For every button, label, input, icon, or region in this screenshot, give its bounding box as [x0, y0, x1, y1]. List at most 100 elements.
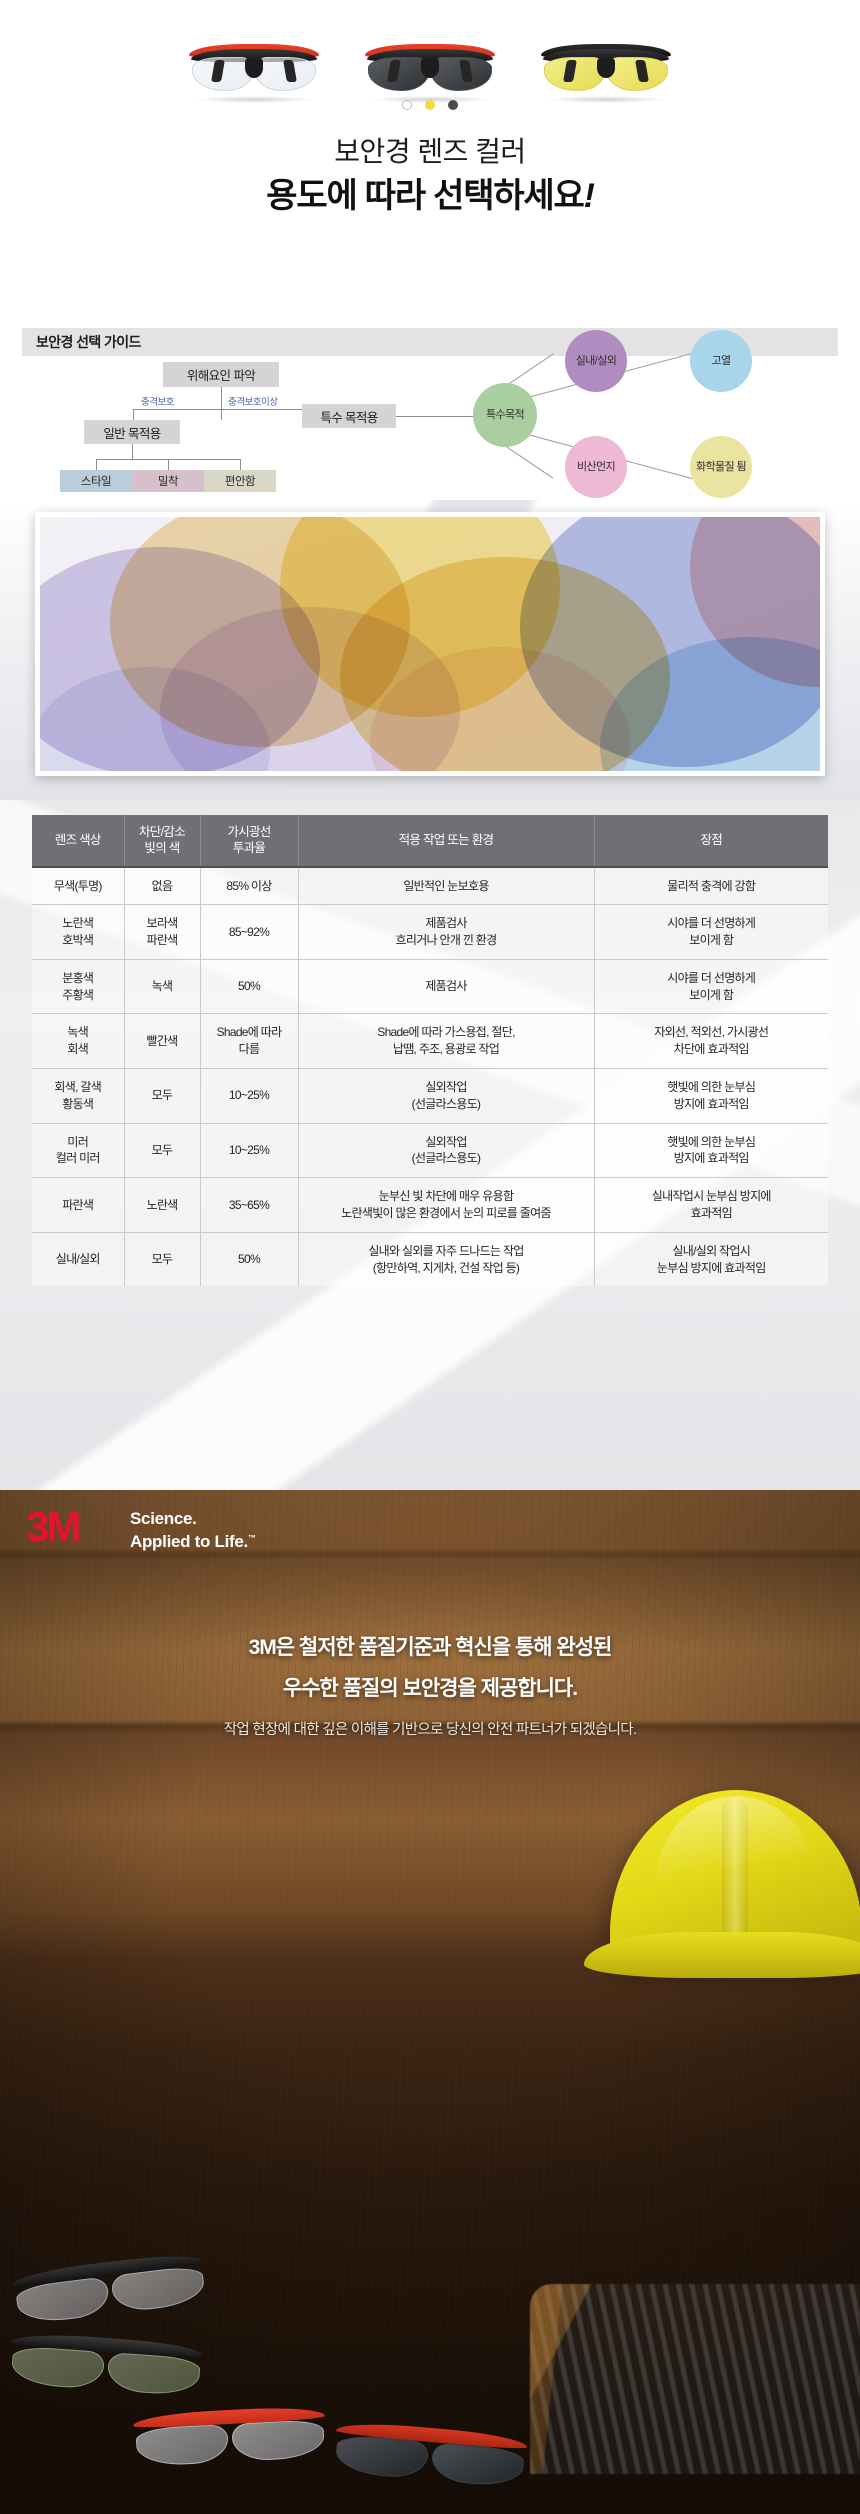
cell-line: 주황색 — [62, 987, 94, 1002]
cell-line: 85~92% — [228, 924, 270, 939]
cell-line: 실내/실외 — [55, 1252, 101, 1267]
flow-leaf-style[interactable]: 스타일 — [60, 470, 132, 492]
cell-line: 노란색빛이 많은 환경에서 눈의 피로를 줄여줌 — [341, 1206, 551, 1221]
cell-benefit: 실내/실외 작업시 눈부심 방지에 효과적임 — [594, 1232, 828, 1287]
selection-guide-section: 보안경 선택 가이드 충격보호 충격보호이상 위해요인 파악 일반 목적용 특수… — [0, 300, 860, 500]
cell-blocked-light: 빨간색 — [124, 1013, 201, 1070]
hero-subtitle: 용도에 따라 선택하세요! — [0, 168, 860, 217]
col-header-line1: 렌즈 색상 — [54, 833, 102, 848]
cell-application: 실외작업 (선글라스용도) — [298, 1068, 595, 1124]
cell-benefit: 햇빛에 의한 눈부심 방지에 효과적임 — [594, 1123, 828, 1179]
tagline-line-1: Science. — [130, 1509, 197, 1528]
cell-line: 보이게 함 — [689, 987, 734, 1002]
flow-edge-special-to-hub — [396, 416, 478, 417]
cell-line: 실외작업 — [425, 1134, 467, 1149]
cell-line: 85% 이상 — [226, 878, 272, 893]
lens-right — [231, 2419, 326, 2462]
cell-line: 10~25% — [228, 1088, 270, 1103]
flow-edge-general-down — [132, 444, 133, 459]
nose-bridge — [421, 58, 439, 78]
hard-hat-brim — [584, 1932, 860, 1978]
bubble-high-heat[interactable]: 고열 — [690, 330, 752, 392]
cell-line: 없음 — [151, 878, 173, 893]
flow-node-general[interactable]: 일반 목적용 — [84, 420, 180, 444]
cell-line: 무색(투명) — [53, 878, 103, 893]
cell-line: 보이게 함 — [689, 933, 734, 948]
table-row: 실내/실외 모두 50% 실내와 실외를 자주 드나드는 작업 (항만하역, 지게차, … — [32, 1232, 828, 1287]
swatch-dot-clear[interactable] — [402, 100, 412, 110]
bubble-indoor-outdoor[interactable]: 실내/실외 — [565, 330, 627, 392]
cell-line: 실외작업 — [425, 1080, 467, 1095]
cell-benefit: 물리적 충격에 강함 — [594, 866, 828, 906]
table-body: 무색(투명) 없음 85% 이상 일반적인 눈보호용 물리적 충격에 강함 노란색 호박색 보… — [32, 866, 828, 1287]
cell-blocked-light: 녹색 — [124, 959, 201, 1015]
cell-line: 보라색 — [146, 916, 178, 931]
cell-benefit: 실내작업시 눈부심 방지에 효과적임 — [594, 1177, 828, 1233]
cell-lens-color: 파란색 — [32, 1177, 125, 1233]
cell-line: 노란색 — [62, 916, 94, 931]
cell-transmittance: 10~25% — [200, 1123, 299, 1179]
cell-line: 녹색 — [151, 979, 173, 994]
cell-line: 실내/실외 작업시 — [672, 1243, 751, 1258]
cell-transmittance: Shade에 따라 다름 — [200, 1013, 299, 1070]
lens-left — [334, 2433, 430, 2480]
bubble-chemical-splash[interactable]: 화학물질 튐 — [690, 436, 752, 498]
table-row: 분홍색 주황색 녹색 50% 제품검사 시야를 더 선명하게 보이게 함 — [32, 959, 828, 1015]
cell-line: 시야를 더 선명하게 — [667, 916, 756, 931]
cell-blocked-light: 모두 — [124, 1232, 201, 1287]
cell-lens-color: 분홍색 주황색 — [32, 959, 125, 1015]
cell-blocked-light: 없음 — [124, 866, 201, 906]
cell-line: (선글라스용도) — [411, 1096, 481, 1111]
flow-leaf-comfort[interactable]: 편안함 — [204, 470, 276, 492]
3m-tagline: Science. Applied to Life.™ — [130, 1508, 256, 1554]
table-row: 녹색 회색 빨간색 Shade에 따라 다름 Shade에 따라 가스용접, 절단, 납땜,… — [32, 1013, 828, 1070]
flow-edge-split — [133, 409, 322, 410]
cell-benefit: 시야를 더 선명하게 보이게 함 — [594, 959, 828, 1015]
cell-line: 일반적인 눈보호용 — [403, 878, 489, 893]
lens-left — [10, 2345, 105, 2390]
flow-node-hazard[interactable]: 위해요인 파악 — [163, 362, 279, 387]
cell-blocked-light: 노란색 — [124, 1177, 201, 1233]
lens-right — [106, 2352, 201, 2397]
bubble-special-purpose-hub[interactable]: 특수목적 — [473, 383, 537, 447]
cell-line: 실내작업시 눈부심 방지에 — [651, 1189, 772, 1204]
lens-photo-section — [0, 500, 860, 800]
tagline-line-2: Applied to Life.™ — [130, 1531, 256, 1554]
cell-line: 눈부신 빛 차단에 매우 유용함 — [378, 1189, 514, 1204]
flow-node-special[interactable]: 특수 목적용 — [302, 404, 396, 428]
cell-line: 미러 — [67, 1134, 89, 1149]
cell-line: 햇빛에 의한 눈부심 — [667, 1080, 756, 1095]
cell-application: 실외작업 (선글라스용도) — [298, 1123, 595, 1179]
cell-benefit: 자외선, 적외선, 가시광선 차단에 효과적임 — [594, 1013, 828, 1070]
cell-line: 50% — [238, 1252, 261, 1267]
swatch-dot-dark[interactable] — [448, 100, 458, 110]
swatch-dot-yellow[interactable] — [425, 100, 435, 110]
cell-line: 흐리거나 안개 낀 환경 — [395, 933, 498, 948]
colored-lenses-photo — [35, 512, 825, 776]
col-header-application: 적용 작업 또는 환경 — [298, 815, 595, 868]
hero-section: 보안경 렌즈 컬러 용도에 따라 선택하세요! — [0, 0, 860, 300]
col-header-line1: 장점 — [700, 833, 723, 848]
footer-message-line-2: 우수한 품질의 보안경을 제공합니다. — [282, 1677, 578, 1700]
lens-left — [135, 2424, 230, 2467]
cell-transmittance: 35~65% — [200, 1177, 299, 1233]
nose-bridge — [597, 58, 615, 78]
cell-application: 실내와 실외를 자주 드나드는 작업 (항만하역, 지게차, 건설 작업 등) — [298, 1232, 595, 1287]
cell-line: 노란색 — [146, 1197, 178, 1212]
cell-line: 회색 — [67, 1042, 89, 1057]
table-row: 노란색 호박색 보라색 파란색 85~92% 제품검사 흐리거나 안개 낀 환경 시야를 더 … — [32, 904, 828, 960]
cell-transmittance: 85% 이상 — [200, 866, 299, 906]
lens-color-table-section: 렌즈 색상 차단/감소 빛의 색 가시광선 투과율 적용 작업 또는 환경 장점 — [0, 800, 860, 1490]
cell-application: 제품검사 — [298, 959, 595, 1015]
flow-leaf-fit[interactable]: 밀착 — [132, 470, 204, 492]
bubble-dust[interactable]: 비산먼지 — [565, 436, 627, 498]
cell-line: 50% — [238, 979, 261, 994]
cell-line: 컬러 미러 — [55, 1151, 101, 1166]
cell-application: 일반적인 눈보호용 — [298, 866, 595, 906]
col-header-line1: 차단/감소 — [139, 825, 186, 839]
cell-line: 녹색 — [67, 1025, 89, 1040]
cell-line: 햇빛에 의한 눈부심 — [667, 1134, 756, 1149]
col-header-lens-color: 렌즈 색상 — [32, 815, 125, 868]
cell-line: 납땜, 주조, 용광로 작업 — [392, 1042, 500, 1057]
